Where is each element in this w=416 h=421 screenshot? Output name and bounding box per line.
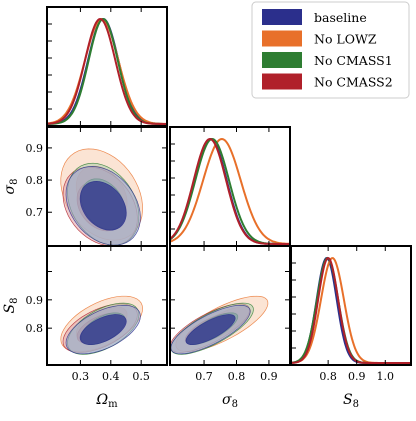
- marginal-no-lowz: [169, 137, 291, 245]
- x-tick-label: 0.7: [195, 370, 213, 383]
- y-axis-label-sigma8: σ8: [2, 179, 20, 195]
- y-tick-label: 0.8: [26, 174, 44, 187]
- x-tick-label: 0.9: [260, 370, 278, 383]
- contour-68-baseline: [185, 314, 236, 346]
- plot-root: 0.3 0.4 0.5 0.7 0.8 0.9 0.8 0.9 1.0 0.7 0.8 0.9 0.8 0…: [2, 1, 412, 410]
- marginal-no-cmass2: [169, 137, 290, 245]
- legend-label-baseline: baseline: [314, 10, 367, 25]
- y-tick-label: 0.9: [26, 142, 44, 155]
- x-tick-label: 0.8: [319, 370, 337, 383]
- legend-swatch-baseline: [262, 9, 302, 25]
- legend-label-no-cmass1: No CMASS1: [314, 53, 393, 68]
- legend-swatch-no-cmass2: [262, 73, 302, 90]
- x-tick-label: 0.8: [228, 370, 246, 383]
- contour-68-baseline: [79, 181, 127, 231]
- x-tick-label: 0.9: [348, 370, 366, 383]
- panel-2d-Om-S8: [60, 295, 143, 355]
- panel-1d-S8: [290, 256, 411, 364]
- contour-68-baseline: [79, 314, 127, 345]
- legend-swatch-no-cmass1: [262, 52, 302, 68]
- x-axis-label-S8: S8: [343, 392, 359, 410]
- y-axis-label-S8: S8: [2, 298, 20, 314]
- marginal-no-cmass2: [46, 17, 167, 125]
- x-axis-label-Om: Ωm: [95, 392, 118, 410]
- legend-swatch-no-lowz: [262, 30, 302, 47]
- panel-2d-sigma8-S8: [170, 295, 269, 355]
- x-axis-label-sigma8: σ8: [222, 392, 238, 410]
- y-tick-label: 0.9: [26, 294, 44, 307]
- marginal-no-cmass2: [290, 256, 411, 364]
- panel-frame: [46, 245, 168, 366]
- panel-frame: [290, 245, 412, 366]
- legend-label-no-cmass2: No CMASS2: [314, 75, 393, 90]
- x-tick-label: 0.4: [102, 370, 120, 383]
- panel-1d-Om: [46, 17, 167, 125]
- x-tick-label: 0.5: [132, 370, 150, 383]
- panel-2d-Om-sigma8: [60, 148, 143, 246]
- legend: baseline No LOWZ No CMASS1 No CMASS2: [251, 1, 410, 99]
- x-tick-label: 0.3: [72, 370, 90, 383]
- panel-1d-sigma8: [169, 137, 291, 245]
- x-tick-label: 1.0: [377, 370, 395, 383]
- y-tick-label: 0.8: [26, 322, 44, 335]
- legend-label-no-lowz: No LOWZ: [314, 32, 377, 47]
- y-tick-label: 0.7: [26, 206, 44, 219]
